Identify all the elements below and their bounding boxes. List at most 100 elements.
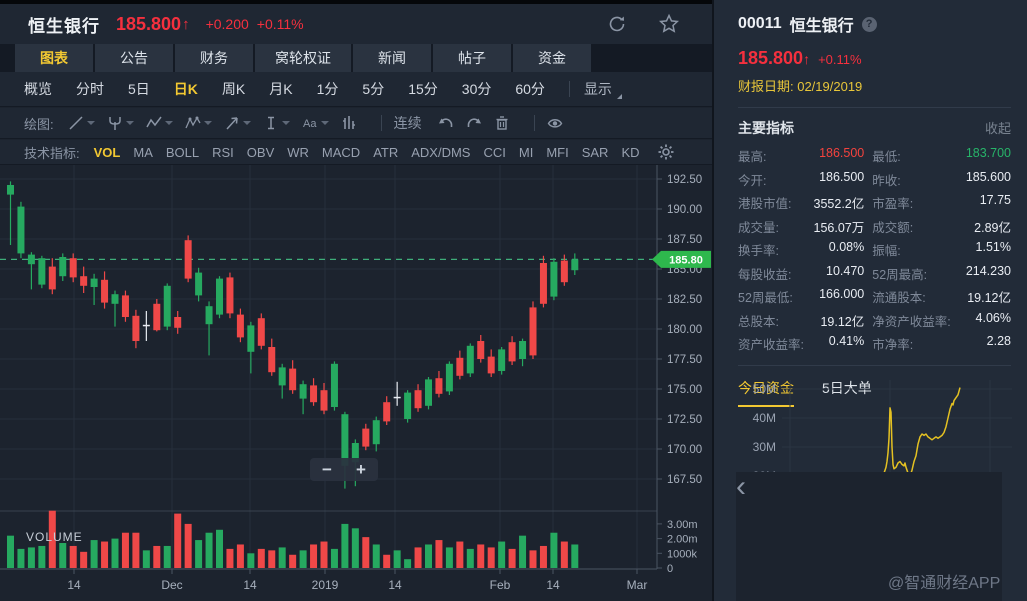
drawing-toolbar-label: 绘图:: [24, 116, 54, 132]
fund-tab-1[interactable]: 今日资金: [738, 378, 794, 407]
stat-label: 今开:: [738, 173, 767, 188]
svg-text:14: 14: [388, 578, 402, 592]
stat-label: 昨收:: [872, 173, 901, 188]
stat-label: 流通股本:: [872, 291, 926, 305]
svg-text:Feb: Feb: [490, 578, 511, 592]
display-menu-button[interactable]: 显示: [584, 79, 622, 99]
period-item-6[interactable]: 月K: [269, 81, 293, 97]
period-list: 概览 分时 5日 日K 周K 月K 1分 5分 15分 30分 60分: [24, 79, 569, 99]
stat-value: 4.06%: [975, 310, 1011, 325]
nav-tab-1[interactable]: 图表: [15, 44, 93, 72]
period-item-10[interactable]: 30分: [461, 81, 492, 97]
stat-value: 186.500: [819, 146, 865, 160]
period-item-8[interactable]: 5分: [362, 81, 385, 97]
indicator-vol[interactable]: VOL: [93, 144, 121, 160]
period-item-5[interactable]: 周K: [221, 81, 246, 97]
period-item-1[interactable]: 概览: [24, 81, 52, 97]
svg-text:170.00: 170.00: [667, 444, 702, 456]
indicator-wr[interactable]: WR: [287, 144, 309, 160]
separator: [533, 115, 535, 131]
quote-price: 185.800: [738, 48, 804, 68]
indicator-kd[interactable]: KD: [621, 144, 640, 160]
chevron-down-icon: [242, 121, 251, 125]
svg-text:185.80: 185.80: [669, 254, 703, 266]
zoom-in-button[interactable]: +: [356, 460, 366, 479]
trash-button-icon[interactable]: [494, 115, 510, 131]
stock-name: 恒生银行: [28, 16, 100, 36]
up-arrow-icon: ↑: [182, 15, 190, 33]
period-item-3[interactable]: 5日: [128, 81, 150, 97]
stat-value: 214.230: [965, 263, 1011, 278]
stat-value: 2.28: [986, 334, 1011, 348]
svg-text:187.50: 187.50: [667, 234, 702, 246]
svg-text:14: 14: [67, 578, 81, 592]
bar-display-tool-icon[interactable]: [341, 115, 357, 131]
candlestick-chart[interactable]: 192.50 190.00 187.50 185.00 182.50 180.00 177.…: [0, 165, 712, 601]
zoom-out-button[interactable]: −: [322, 460, 332, 479]
chevron-left-icon[interactable]: ‹: [736, 472, 1027, 601]
indicator-mfi[interactable]: MFI: [546, 144, 569, 160]
indicator-macd[interactable]: MACD: [321, 144, 361, 160]
period-row: 概览 分时 5日 日K 周K 月K 1分 5分 15分 30分 60分 显示: [0, 72, 712, 107]
indicator-sar[interactable]: SAR: [581, 144, 609, 160]
chart-zoom-control: − +: [310, 458, 378, 481]
trend-line-tool-icon[interactable]: [68, 115, 95, 131]
top-strip: [0, 0, 712, 4]
indicator-atr[interactable]: ATR: [373, 144, 399, 160]
undo-button-icon[interactable]: [438, 115, 454, 131]
period-item-11[interactable]: 60分: [515, 81, 545, 97]
period-item-2[interactable]: 分时: [76, 81, 104, 97]
stat-label: 52周最高:: [872, 267, 928, 282]
svg-text:177.50: 177.50: [667, 354, 702, 366]
quote-panel-title: 00011 恒生银行 ?: [738, 0, 1011, 36]
pattern-tool-icon[interactable]: [185, 115, 212, 131]
help-icon[interactable]: ?: [861, 16, 877, 32]
favorite-star-icon[interactable]: [658, 13, 680, 35]
cursor-arrow-tool-icon[interactable]: [224, 115, 251, 131]
period-item-9[interactable]: 15分: [408, 81, 438, 97]
nav-tab-4[interactable]: 窝轮权证: [255, 44, 351, 72]
fund-tab-2[interactable]: 5日大单: [822, 380, 872, 396]
indicator-ma[interactable]: MA: [133, 144, 153, 160]
chart-section: 恒生银行 185.800 ↑ +0.200 +0.11% 图表 公告 财务 窝轮权证新…: [0, 0, 712, 601]
collapse-button[interactable]: 收起: [984, 121, 1011, 136]
redo-button-icon[interactable]: [466, 115, 482, 131]
indicator-adx-dms[interactable]: ADX/DMS: [411, 144, 471, 160]
svg-text:190.00: 190.00: [667, 204, 702, 216]
chevron-down-icon: [203, 121, 212, 125]
chevron-right-icon[interactable]: ›: [1002, 472, 1027, 601]
stat-value: 166.000: [819, 287, 865, 301]
indicator-obv[interactable]: OBV: [246, 144, 275, 160]
zigzag-tool-icon[interactable]: [145, 115, 173, 131]
indicator-rsi[interactable]: RSI: [212, 144, 234, 160]
nav-tab-7[interactable]: 资金: [513, 44, 591, 72]
svg-text:40M: 40M: [753, 411, 776, 425]
nav-tab-6[interactable]: 帖子: [433, 44, 511, 72]
eye-visibility-icon[interactable]: [547, 115, 563, 131]
ibeam-tool-icon[interactable]: [263, 115, 290, 131]
period-item-7[interactable]: 1分: [316, 81, 339, 97]
stat-value: 183.700: [965, 146, 1011, 160]
period-item-4[interactable]: 日K: [173, 81, 198, 97]
nav-tab-5[interactable]: 新闻: [353, 44, 431, 72]
indicator-mi[interactable]: MI: [518, 144, 534, 160]
stat-label: 净资产收益率:: [872, 314, 951, 329]
stat-label: 总股本:: [738, 314, 779, 329]
pitchfork-tool-icon[interactable]: [107, 115, 134, 131]
corner-caret-icon: [616, 94, 622, 99]
indicator-cci[interactable]: CCI: [483, 144, 506, 160]
indicator-settings-gear-icon[interactable]: [655, 141, 677, 163]
nav-tab-3[interactable]: 财务: [175, 44, 253, 72]
stat-value: 10.470: [826, 263, 865, 278]
main-chart-svg[interactable]: 192.50190.00187.50185.00182.50180.00177.…: [0, 165, 712, 601]
chevron-down-icon: [320, 121, 329, 125]
text-style-tool-icon[interactable]: Aa: [302, 115, 329, 131]
continuous-drawing-button[interactable]: 连续: [393, 115, 422, 131]
svg-text:2.00m: 2.00m: [667, 534, 698, 546]
nav-tab-2[interactable]: 公告: [95, 44, 173, 72]
stock-name: 恒生银行: [789, 18, 854, 35]
svg-text:Dec: Dec: [161, 578, 182, 592]
indicator-list: VOL MA BOLL RSI OBV WR MACD ATR ADX/DMS CCI MI MFI S…: [94, 145, 653, 160]
refresh-icon[interactable]: [606, 13, 628, 35]
indicator-boll[interactable]: BOLL: [165, 144, 200, 160]
